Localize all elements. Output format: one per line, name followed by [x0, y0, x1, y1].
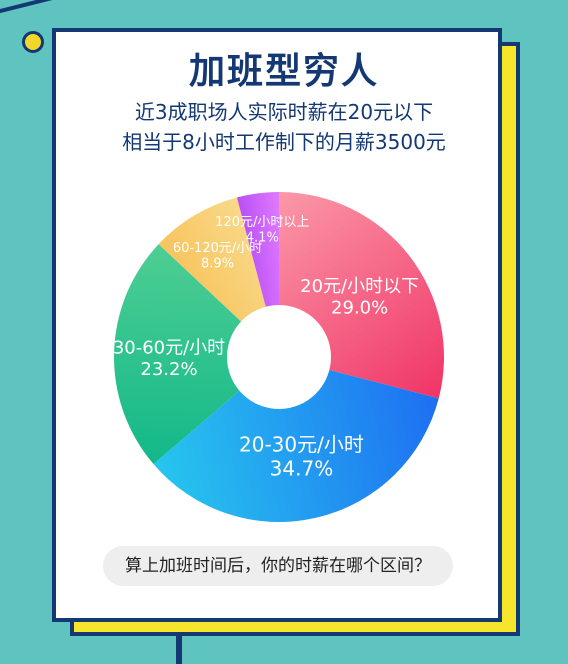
slice-value-label: 23.2% [140, 359, 197, 380]
question-pill: 算上加班时间后，你的时薪在哪个区间？ [103, 546, 453, 586]
slice-label: 30-60元/小时 [113, 338, 225, 359]
slice-label: 120元/小时以上 [215, 215, 309, 230]
slice-label: 60-120元/小时 [173, 241, 262, 256]
decorative-vertical-line [176, 624, 182, 664]
pie-slice [153, 357, 439, 523]
decorative-dot [22, 31, 44, 53]
slice-label: 20元/小时以下 [300, 276, 419, 297]
pie-slice [114, 244, 280, 465]
subtitle-line-1: 近3成职场人实际时薪在20元以下 [134, 100, 434, 124]
slice-label: 20-30元/小时 [239, 432, 364, 456]
page-title: 加班型穷人 [188, 51, 379, 92]
slice-value-label: 8.9% [201, 257, 234, 272]
subtitle-line-2: 相当于8小时工作制下的月薪3500元 [122, 130, 446, 154]
slice-value-label: 34.7% [270, 456, 334, 480]
slice-value-label: 4.1% [246, 231, 279, 246]
donut-hole [227, 305, 331, 409]
slice-value-label: 29.0% [331, 297, 388, 318]
